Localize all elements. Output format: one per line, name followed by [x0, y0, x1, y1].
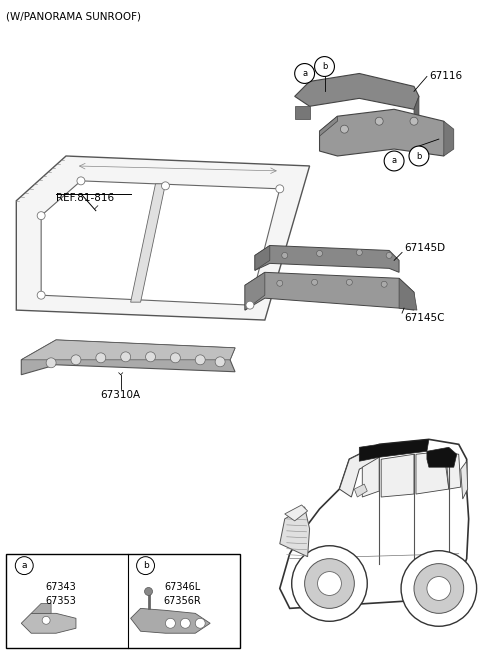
Polygon shape	[21, 340, 235, 360]
Circle shape	[145, 352, 156, 362]
Circle shape	[409, 146, 429, 166]
Text: a: a	[302, 69, 307, 78]
Circle shape	[37, 291, 45, 299]
Polygon shape	[360, 440, 429, 461]
Polygon shape	[414, 97, 419, 129]
Text: b: b	[416, 152, 421, 160]
Polygon shape	[255, 246, 399, 273]
Polygon shape	[245, 273, 265, 310]
Polygon shape	[16, 156, 310, 320]
Polygon shape	[21, 614, 76, 633]
Text: b: b	[143, 561, 148, 570]
Polygon shape	[245, 273, 414, 310]
Polygon shape	[320, 116, 337, 136]
Polygon shape	[339, 444, 379, 497]
Polygon shape	[285, 505, 308, 521]
Polygon shape	[399, 279, 417, 310]
Circle shape	[316, 250, 323, 256]
Circle shape	[15, 556, 33, 575]
Circle shape	[37, 212, 45, 219]
Polygon shape	[427, 447, 457, 467]
Text: REF.81-816: REF.81-816	[56, 193, 114, 203]
Polygon shape	[295, 74, 419, 109]
Text: 67145C: 67145C	[404, 313, 444, 323]
Polygon shape	[320, 109, 449, 156]
Polygon shape	[362, 457, 379, 497]
Circle shape	[318, 572, 341, 595]
Circle shape	[276, 185, 284, 193]
Circle shape	[410, 117, 418, 125]
Text: a: a	[22, 561, 27, 570]
Circle shape	[246, 301, 254, 309]
Polygon shape	[444, 121, 454, 156]
Circle shape	[375, 117, 383, 125]
Circle shape	[277, 281, 283, 286]
Circle shape	[215, 357, 225, 367]
Polygon shape	[461, 461, 468, 499]
Polygon shape	[280, 440, 468, 608]
Circle shape	[170, 353, 180, 363]
Polygon shape	[21, 340, 235, 374]
Circle shape	[144, 587, 153, 595]
FancyBboxPatch shape	[6, 554, 240, 648]
Text: 67116: 67116	[429, 72, 462, 81]
Polygon shape	[31, 603, 51, 614]
Circle shape	[356, 250, 362, 256]
Circle shape	[314, 57, 335, 76]
Polygon shape	[295, 106, 310, 119]
Polygon shape	[446, 452, 461, 489]
Circle shape	[381, 281, 387, 287]
Circle shape	[292, 546, 367, 622]
Circle shape	[166, 618, 175, 628]
Polygon shape	[255, 246, 270, 270]
Text: 67145D: 67145D	[404, 244, 445, 254]
Text: (W/PANORAMA SUNROOF): (W/PANORAMA SUNROOF)	[6, 12, 141, 22]
Circle shape	[42, 616, 50, 624]
Circle shape	[427, 577, 451, 600]
Circle shape	[282, 252, 288, 258]
Circle shape	[195, 618, 205, 628]
Circle shape	[77, 177, 85, 185]
Circle shape	[161, 182, 169, 190]
Text: b: b	[322, 62, 327, 71]
Polygon shape	[416, 451, 449, 494]
Text: a: a	[392, 156, 396, 166]
Circle shape	[312, 279, 318, 285]
Circle shape	[401, 551, 477, 626]
Circle shape	[195, 355, 205, 365]
Circle shape	[386, 252, 392, 258]
Polygon shape	[41, 181, 280, 305]
Polygon shape	[381, 454, 414, 497]
Polygon shape	[131, 608, 210, 633]
Circle shape	[137, 556, 155, 575]
Polygon shape	[354, 484, 367, 497]
Circle shape	[305, 558, 354, 608]
Text: 67343
67353: 67343 67353	[46, 581, 76, 606]
Circle shape	[46, 358, 56, 368]
Circle shape	[71, 355, 81, 365]
Circle shape	[384, 151, 404, 171]
Circle shape	[347, 279, 352, 285]
Circle shape	[180, 618, 190, 628]
Circle shape	[414, 564, 464, 614]
Text: 67310A: 67310A	[101, 390, 141, 399]
Circle shape	[295, 64, 314, 83]
Text: 67346L
67356R: 67346L 67356R	[164, 581, 201, 606]
Polygon shape	[131, 184, 166, 302]
Circle shape	[96, 353, 106, 363]
Circle shape	[120, 352, 131, 362]
Circle shape	[340, 125, 348, 133]
Polygon shape	[280, 507, 310, 556]
